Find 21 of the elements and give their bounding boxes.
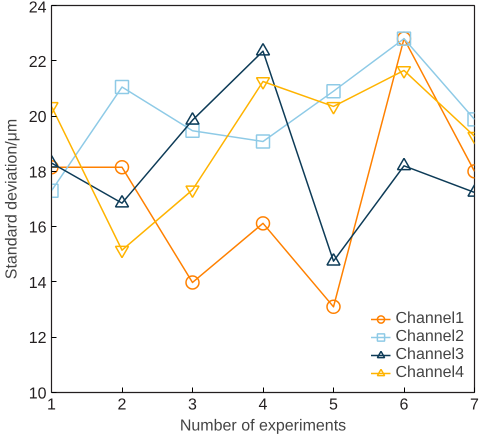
y-tick-label: 10 (28, 386, 47, 402)
x-tick-label: 4 (258, 396, 268, 414)
y-tick-label: 24 (28, 0, 47, 16)
x-tick-label: 7 (470, 396, 480, 414)
legend-label: Channel1 (396, 310, 464, 328)
legend-label: Channel3 (396, 346, 464, 364)
y-axis-title: Standard deviation/μm (4, 118, 21, 280)
x-tick-label: 1 (47, 396, 56, 414)
x-axis-title: Number of experiments (180, 418, 346, 434)
y-tick-label: 22 (28, 54, 47, 71)
legend-label: Channel4 (396, 364, 464, 382)
y-tick-label: 12 (28, 330, 47, 348)
x-tick-label: 5 (329, 396, 338, 414)
y-tick-label: 20 (28, 109, 47, 126)
x-tick-label: 6 (400, 396, 409, 414)
y-tick-label: 14 (28, 274, 47, 292)
legend-label: Channel2 (396, 328, 464, 346)
x-tick-label: 2 (118, 396, 127, 414)
y-tick-label: 16 (28, 220, 47, 237)
y-tick-label: 18 (28, 164, 47, 182)
x-tick-label: 3 (188, 396, 198, 414)
